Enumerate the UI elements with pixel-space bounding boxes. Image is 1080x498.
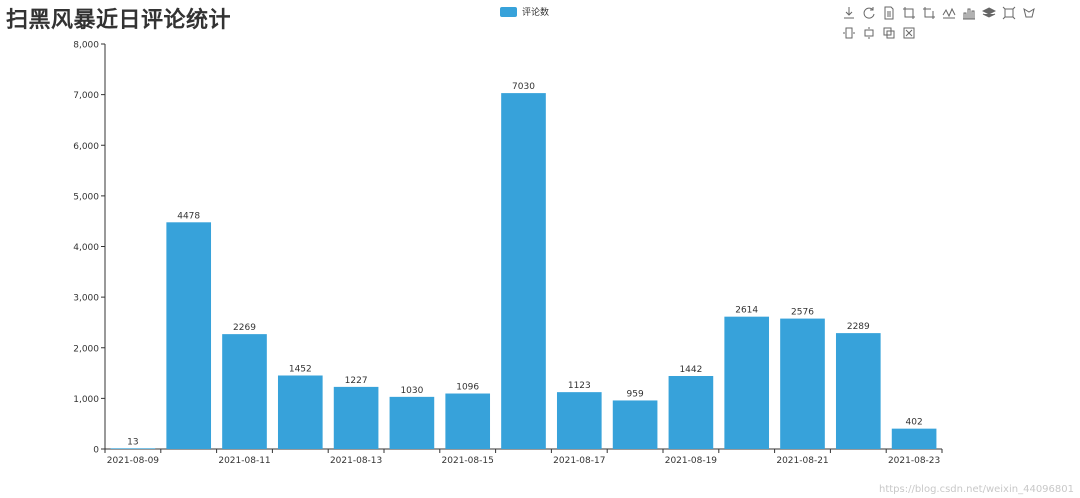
bar-value-label: 2269 [233,323,256,333]
bar-value-label: 1442 [679,365,702,375]
bar [110,448,156,449]
x-tick-label: 2021-08-11 [218,456,270,466]
bar [166,222,212,449]
bar-value-label: 402 [906,418,923,428]
bar-value-label: 1096 [456,383,479,393]
data-view-icon[interactable] [882,6,896,20]
legend[interactable]: 评论数 [500,5,549,18]
toolbox [842,6,1042,40]
bar-value-label: 4478 [177,211,200,221]
bar [780,318,825,449]
brush-line-x-icon[interactable] [842,26,856,40]
bar [222,334,267,449]
bar [389,396,435,449]
bar-value-label: 2289 [847,322,870,332]
bar [835,333,881,449]
x-tick-label: 2021-08-09 [107,456,160,466]
bar [501,93,546,449]
stack-icon[interactable] [982,6,996,20]
bar-value-label: 7030 [512,82,535,92]
brush-keep-icon[interactable] [882,26,896,40]
bar-value-label: 1452 [289,364,312,374]
zoom-reset-icon[interactable] [922,6,936,20]
bar [333,386,379,449]
bar [668,375,714,449]
brush-line-y-icon[interactable] [862,26,876,40]
bar-value-label: 959 [627,389,644,399]
legend-label: 评论数 [522,8,550,18]
brush-polygon-icon[interactable] [1022,6,1036,20]
bar-value-label: 1123 [568,381,591,391]
y-tick-label: 1,000 [73,395,99,405]
y-tick-label: 6,000 [73,142,99,152]
brush-rect-icon[interactable] [1002,6,1016,20]
x-tick-label: 2021-08-13 [330,456,382,466]
line-icon[interactable] [942,6,956,20]
refresh-icon[interactable] [862,6,876,20]
y-tick-label: 3,000 [73,294,99,304]
bar [277,375,323,449]
download-icon[interactable] [842,6,856,20]
y-tick-label: 5,000 [73,192,99,202]
watermark: https://blog.csdn.net/weixin_44096801 [878,484,1074,495]
bar [556,392,602,449]
x-tick-label: 2021-08-23 [888,456,940,466]
y-tick-label: 8,000 [73,41,99,51]
chart-title: 扫黑风暴近日评论统计 [6,8,232,33]
x-tick-label: 2021-08-19 [665,456,718,466]
x-tick-label: 2021-08-17 [553,456,605,466]
bar [445,393,491,449]
y-tick-label: 7,000 [73,91,99,101]
legend-swatch [500,6,517,17]
x-tick-label: 2021-08-21 [776,456,828,466]
bar-value-label: 1030 [400,386,423,396]
y-tick-label: 0 [93,446,99,456]
bar-icon[interactable] [962,6,976,20]
bar-value-label: 13 [127,437,138,447]
bar-value-label: 1227 [345,376,368,386]
bar-value-label: 2576 [791,308,814,318]
y-tick-label: 2,000 [73,344,99,354]
zoom-icon[interactable] [902,6,916,20]
bar [724,316,770,449]
brush-clear-icon[interactable] [902,26,916,40]
bar [891,428,937,449]
x-tick-label: 2021-08-15 [442,456,494,466]
bar [612,400,658,449]
bar-value-label: 2614 [735,306,758,316]
y-tick-label: 4,000 [73,243,99,253]
